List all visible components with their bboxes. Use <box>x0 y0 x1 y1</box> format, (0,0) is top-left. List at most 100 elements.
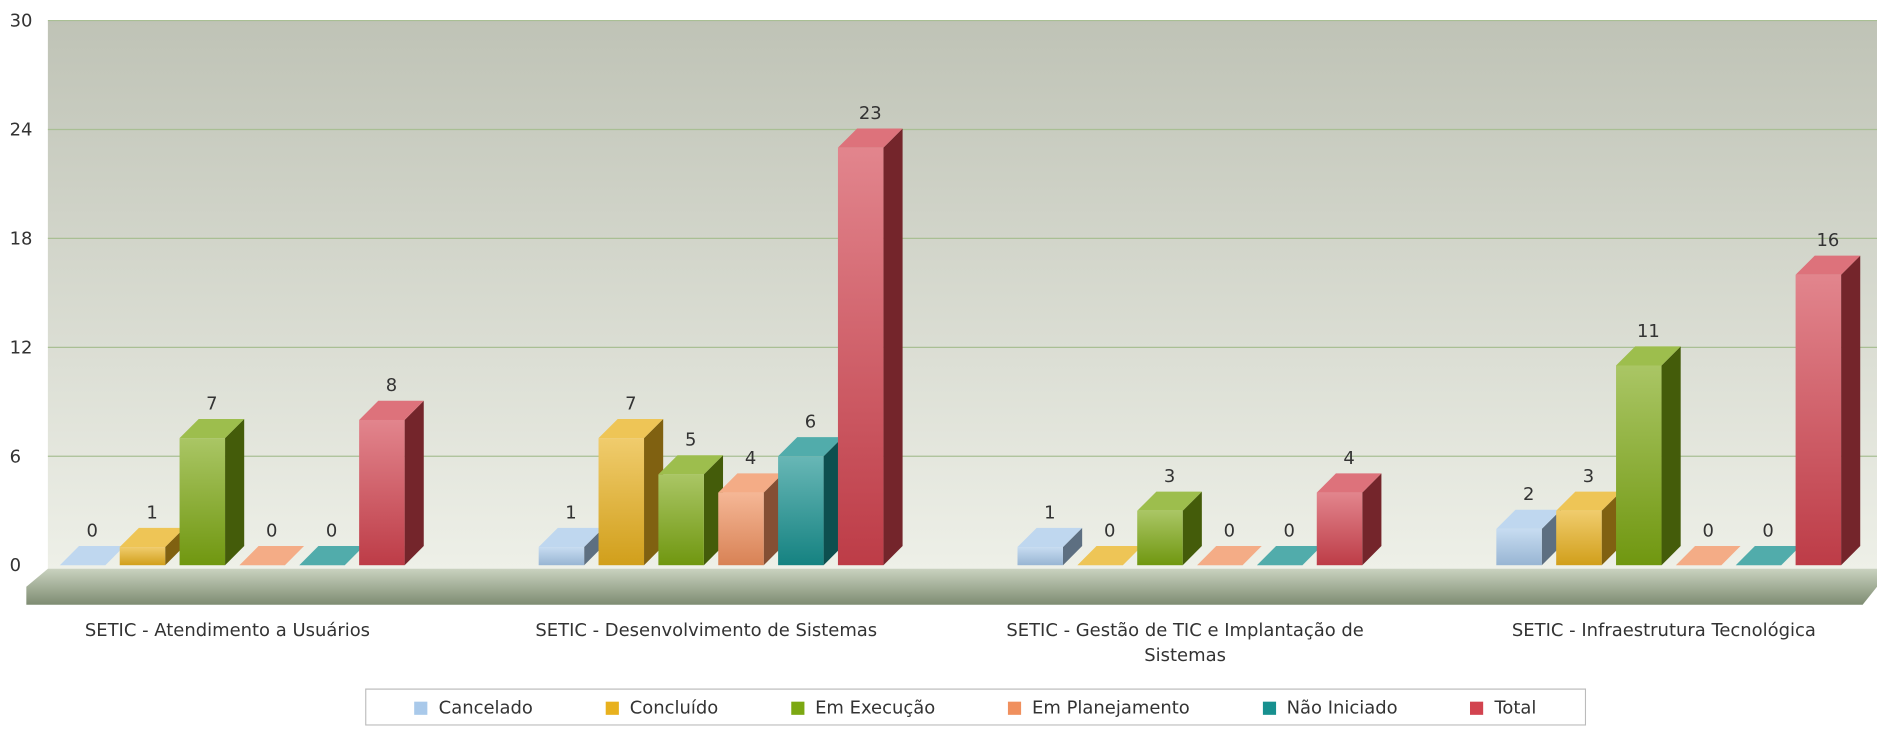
legend-label: Total <box>1494 696 1537 718</box>
data-label: 8 <box>386 375 397 396</box>
bar <box>538 527 604 566</box>
bar-front <box>1316 492 1363 566</box>
bar-side <box>1661 346 1681 566</box>
data-label: 1 <box>1044 502 1055 523</box>
legend-swatch <box>1470 701 1484 715</box>
bar-front <box>778 456 824 566</box>
legend-item: Não Iniciado <box>1262 696 1398 718</box>
bar <box>1735 546 1801 566</box>
bar-side <box>1841 255 1861 566</box>
bar-top <box>1077 546 1143 566</box>
bar-top <box>1137 491 1202 511</box>
bar-front <box>598 438 645 566</box>
plot-area <box>47 20 1877 572</box>
data-label: 0 <box>266 520 277 541</box>
bar-top <box>658 455 724 475</box>
bar <box>837 128 903 566</box>
data-label: 7 <box>206 393 217 414</box>
legend-label: Não Iniciado <box>1286 696 1398 718</box>
bar-top <box>1675 546 1741 566</box>
bar <box>1795 255 1861 566</box>
bar-front <box>1556 510 1602 566</box>
bar-front <box>538 547 585 566</box>
bar-top <box>1197 546 1262 566</box>
bar <box>658 455 724 566</box>
data-label: 11 <box>1637 321 1660 342</box>
bar-top <box>1496 509 1561 529</box>
bar-top <box>1795 255 1861 275</box>
x-tick-label: SETIC - Desenvolvimento de Sistemas <box>535 619 878 641</box>
bar-top <box>1316 473 1382 493</box>
legend-swatch <box>791 701 805 715</box>
bar-side <box>1062 527 1083 566</box>
data-label: 1 <box>565 502 576 523</box>
bar <box>778 437 843 566</box>
legend-item: Concluído <box>605 696 718 718</box>
legend-label: Em Planejamento <box>1032 696 1190 718</box>
bar-side <box>584 527 604 566</box>
data-label: 4 <box>745 448 756 469</box>
bar-top <box>1735 546 1801 566</box>
bar-top <box>119 527 185 548</box>
legend-label: Cancelado <box>438 696 533 718</box>
bar-top <box>1616 346 1681 366</box>
legend-item: Total <box>1470 696 1537 718</box>
legend-swatch <box>414 701 428 715</box>
bar <box>359 400 424 566</box>
x-tick-label: SETIC - Gestão de TIC e Implantação de S… <box>1006 619 1364 666</box>
bar-top <box>239 546 305 566</box>
bar-top <box>299 546 364 566</box>
data-label: 0 <box>1104 520 1115 541</box>
x-tick-label-box: SETIC - Atendimento a Usuários <box>85 619 370 641</box>
legend: Cancelado Concluído Em Execução Em Planejam… <box>365 688 1587 726</box>
bar <box>1137 491 1202 566</box>
data-label: 6 <box>805 412 816 433</box>
bar-side <box>225 418 245 566</box>
bar-front <box>1616 365 1662 566</box>
data-label: 0 <box>1703 520 1714 541</box>
y-tick-label: 0 <box>10 555 21 576</box>
bar <box>179 418 245 566</box>
legend-item: Em Planejamento <box>1008 696 1190 718</box>
data-label: 2 <box>1523 484 1534 505</box>
bar <box>718 473 783 566</box>
bar-front <box>119 547 166 566</box>
bar-front <box>179 438 226 566</box>
bar-top <box>718 473 783 493</box>
data-label: 1 <box>146 502 157 523</box>
bar <box>299 546 364 566</box>
bar-top <box>837 128 903 148</box>
bar <box>59 546 125 566</box>
x-tick-label-box: SETIC - Gestão de TIC e Implantação de S… <box>1006 619 1364 666</box>
bar-front <box>718 492 764 566</box>
bar-top <box>538 527 604 548</box>
data-label: 16 <box>1817 230 1840 251</box>
bar-side <box>404 400 424 566</box>
legend-swatch <box>1008 701 1022 715</box>
bar-top <box>359 400 424 420</box>
legend-swatch <box>1262 701 1276 715</box>
bar <box>1316 473 1382 566</box>
y-tick-label: 24 <box>10 119 33 140</box>
bar-top <box>1256 546 1322 566</box>
data-label: 0 <box>1284 520 1295 541</box>
data-label: 7 <box>625 393 636 414</box>
bar-side <box>1362 473 1382 566</box>
x-tick-label: SETIC - Infraestrutura Tecnológica <box>1511 619 1816 641</box>
data-label: 0 <box>326 520 337 541</box>
legend-label: Em Execução <box>815 696 936 718</box>
data-label: 3 <box>1583 466 1594 487</box>
x-tick-label-box: SETIC - Infraestrutura Tecnológica <box>1511 619 1816 641</box>
legend-swatch <box>605 701 619 715</box>
bar-top <box>778 437 843 457</box>
bar <box>1077 546 1143 566</box>
floor <box>26 568 1877 605</box>
bar <box>1017 527 1083 566</box>
y-tick-label: 12 <box>10 337 33 358</box>
bar <box>1256 546 1322 566</box>
bar <box>239 546 305 566</box>
bar-front <box>1496 528 1542 566</box>
bar-top <box>1556 491 1621 511</box>
bar-top <box>59 546 125 566</box>
bar-top <box>598 418 664 439</box>
